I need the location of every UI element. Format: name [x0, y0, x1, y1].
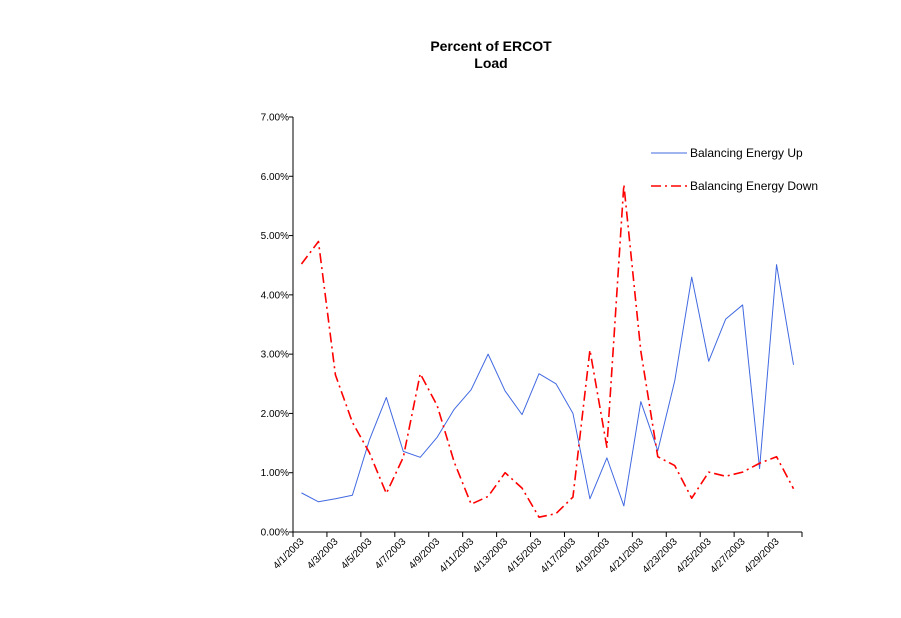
y-tick-label: 5.00%	[261, 231, 289, 242]
x-tick-label: 4/17/2003	[539, 536, 579, 576]
series-layer	[300, 183, 795, 518]
x-tick-label: 4/7/2003	[373, 536, 409, 572]
chart-title-line-2: Load	[474, 55, 507, 71]
legend: Balancing Energy Up Balancing Energy Down	[651, 146, 818, 193]
y-tick-label: 0.00%	[261, 528, 289, 539]
x-tick-label: 4/29/2003	[742, 536, 782, 576]
x-tick-label: 4/21/2003	[607, 536, 647, 576]
y-tick-label: 6.00%	[261, 172, 289, 183]
x-tick-label: 4/25/2003	[675, 536, 715, 576]
x-tick-label: 4/5/2003	[339, 536, 375, 572]
series-line-balancing-energy-up	[301, 264, 795, 507]
x-tick-label: 4/11/2003	[438, 536, 477, 575]
chart-title-line-1: Percent of ERCOT	[430, 38, 552, 54]
series-line-balancing-energy-down	[300, 183, 795, 518]
y-tick-label: 3.00%	[261, 350, 289, 361]
legend-label-balancing-energy-up: Balancing Energy Up	[690, 146, 803, 160]
x-tick-label: 4/23/2003	[641, 536, 681, 576]
y-tick-label: 7.00%	[261, 113, 289, 124]
x-tick-label: 4/13/2003	[471, 536, 511, 576]
x-tick-label: 4/15/2003	[505, 536, 545, 576]
x-tick-label: 4/19/2003	[573, 536, 613, 576]
plot-axes	[292, 117, 802, 533]
x-axis-ticks: 4/1/20034/3/20034/5/20034/7/20034/9/2003…	[271, 532, 803, 576]
x-tick-label: 4/27/2003	[708, 536, 748, 576]
x-tick-label: 4/1/2003	[271, 536, 307, 572]
y-tick-label: 1.00%	[261, 468, 289, 479]
legend-label-balancing-energy-down: Balancing Energy Down	[690, 179, 818, 193]
y-tick-label: 4.00%	[261, 290, 289, 301]
x-tick-label: 4/3/2003	[305, 536, 341, 572]
y-axis-ticks: 0.00% 1.00% 2.00% 3.00% 4.00% 5.00% 6.00% 7.00%	[261, 113, 293, 539]
y-tick-label: 2.00%	[261, 409, 289, 420]
